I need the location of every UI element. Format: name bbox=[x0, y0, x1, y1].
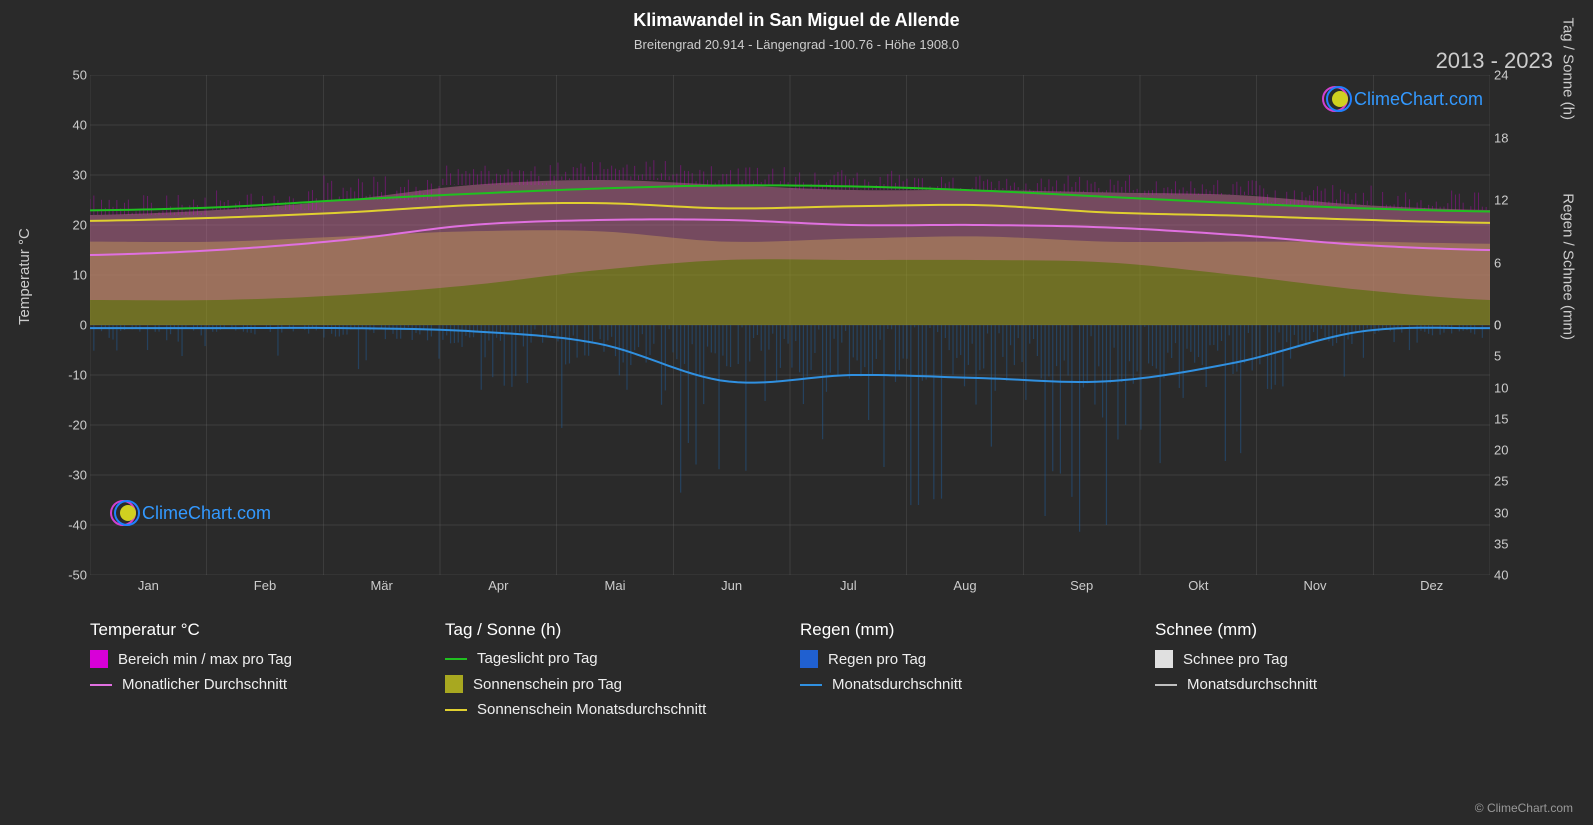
y-axis-right-bottom-label: Regen / Schnee (mm) bbox=[1560, 193, 1577, 340]
x-tick-month: Okt bbox=[1178, 578, 1218, 593]
legend-item: Bereich min / max pro Tag bbox=[90, 650, 425, 668]
brand-logo-top: ClimeChart.com bbox=[1322, 86, 1483, 112]
legend-item: Monatlicher Durchschnitt bbox=[90, 676, 425, 693]
legend-label: Bereich min / max pro Tag bbox=[118, 651, 292, 668]
legend-line-icon bbox=[1155, 684, 1177, 686]
brand-text: ClimeChart.com bbox=[142, 503, 271, 524]
legend-line-icon bbox=[800, 684, 822, 686]
y-tick-right-precip: 40 bbox=[1494, 568, 1534, 583]
y-tick-left: 10 bbox=[47, 268, 87, 283]
x-tick-month: Feb bbox=[245, 578, 285, 593]
legend-line-icon bbox=[445, 658, 467, 660]
y-tick-left: 0 bbox=[47, 318, 87, 333]
legend-item: Sonnenschein pro Tag bbox=[445, 675, 780, 693]
legend-item: Regen pro Tag bbox=[800, 650, 1135, 668]
y-tick-right-precip: 20 bbox=[1494, 443, 1534, 458]
chart-title: Klimawandel in San Miguel de Allende bbox=[0, 0, 1593, 31]
legend-item: Schnee pro Tag bbox=[1155, 650, 1490, 668]
legend-line-icon bbox=[90, 684, 112, 686]
legend: Temperatur °C Bereich min / max pro Tag Mo… bbox=[90, 620, 1490, 726]
y-tick-left: -20 bbox=[47, 418, 87, 433]
y-tick-right-precip: 30 bbox=[1494, 505, 1534, 520]
legend-item: Sonnenschein Monatsdurchschnitt bbox=[445, 701, 780, 718]
legend-group: Temperatur °C Bereich min / max pro Tag Mo… bbox=[90, 620, 425, 726]
legend-label: Monatlicher Durchschnitt bbox=[122, 676, 287, 693]
logo-icon bbox=[110, 500, 136, 526]
chart-subtitle: Breitengrad 20.914 - Längengrad -100.76 … bbox=[0, 31, 1593, 52]
legend-item: Monatsdurchschnitt bbox=[1155, 676, 1490, 693]
y-tick-right-hours: 18 bbox=[1494, 130, 1534, 145]
plot-svg bbox=[90, 75, 1490, 575]
legend-group-title: Temperatur °C bbox=[90, 620, 425, 640]
y-tick-left: 50 bbox=[47, 68, 87, 83]
x-tick-month: Aug bbox=[945, 578, 985, 593]
rain-bars bbox=[94, 325, 1482, 532]
x-tick-month: Mär bbox=[362, 578, 402, 593]
x-tick-month: Dez bbox=[1412, 578, 1452, 593]
legend-label: Tageslicht pro Tag bbox=[477, 650, 598, 667]
y-tick-left: -40 bbox=[47, 518, 87, 533]
legend-line-icon bbox=[445, 709, 467, 711]
legend-label: Monatsdurchschnitt bbox=[1187, 676, 1317, 693]
legend-label: Regen pro Tag bbox=[828, 651, 926, 668]
legend-group-title: Tag / Sonne (h) bbox=[445, 620, 780, 640]
y-tick-right-hours: 6 bbox=[1494, 255, 1534, 270]
y-tick-left: 20 bbox=[47, 218, 87, 233]
legend-label: Schnee pro Tag bbox=[1183, 651, 1288, 668]
legend-group-title: Schnee (mm) bbox=[1155, 620, 1490, 640]
brand-text: ClimeChart.com bbox=[1354, 89, 1483, 110]
legend-group: Schnee (mm) Schnee pro Tag Monatsdurchschn… bbox=[1155, 620, 1490, 726]
legend-label: Sonnenschein Monatsdurchschnitt bbox=[477, 701, 706, 718]
x-tick-month: Mai bbox=[595, 578, 635, 593]
brand-logo-bottom: ClimeChart.com bbox=[110, 500, 271, 526]
y-tick-right-precip: 10 bbox=[1494, 380, 1534, 395]
legend-group-title: Regen (mm) bbox=[800, 620, 1135, 640]
y-tick-right-hours: 24 bbox=[1494, 68, 1534, 83]
legend-swatch-icon bbox=[445, 675, 463, 693]
y-tick-left: -10 bbox=[47, 368, 87, 383]
y-tick-right-precip: 0 bbox=[1494, 318, 1534, 333]
legend-group: Regen (mm) Regen pro Tag Monatsdurchschnit… bbox=[800, 620, 1135, 726]
y-tick-left: -50 bbox=[47, 568, 87, 583]
legend-item: Monatsdurchschnitt bbox=[800, 676, 1135, 693]
legend-item: Tageslicht pro Tag bbox=[445, 650, 780, 667]
x-tick-month: Jan bbox=[128, 578, 168, 593]
x-tick-month: Nov bbox=[1295, 578, 1335, 593]
y-axis-right-top-label: Tag / Sonne (h) bbox=[1560, 17, 1577, 120]
legend-group: Tag / Sonne (h) Tageslicht pro Tag Sonnens… bbox=[445, 620, 780, 726]
legend-swatch-icon bbox=[800, 650, 818, 668]
y-tick-right-precip: 15 bbox=[1494, 411, 1534, 426]
x-tick-month: Jul bbox=[828, 578, 868, 593]
logo-icon bbox=[1322, 86, 1348, 112]
y-axis-left-label: Temperatur °C bbox=[16, 228, 33, 325]
y-tick-right-precip: 25 bbox=[1494, 474, 1534, 489]
y-tick-left: 30 bbox=[47, 168, 87, 183]
y-tick-right-hours: 12 bbox=[1494, 193, 1534, 208]
legend-swatch-icon bbox=[90, 650, 108, 668]
x-tick-month: Sep bbox=[1062, 578, 1102, 593]
y-tick-right-precip: 5 bbox=[1494, 349, 1534, 364]
x-tick-month: Jun bbox=[712, 578, 752, 593]
legend-label: Monatsdurchschnitt bbox=[832, 676, 962, 693]
plot-area bbox=[90, 75, 1490, 575]
y-tick-left: 40 bbox=[47, 118, 87, 133]
legend-label: Sonnenschein pro Tag bbox=[473, 676, 622, 693]
y-tick-right-precip: 35 bbox=[1494, 536, 1534, 551]
climate-chart: Klimawandel in San Miguel de Allende Bre… bbox=[0, 0, 1593, 825]
x-tick-month: Apr bbox=[478, 578, 518, 593]
y-tick-left: -30 bbox=[47, 468, 87, 483]
copyright: © ClimeChart.com bbox=[1475, 801, 1573, 815]
legend-swatch-icon bbox=[1155, 650, 1173, 668]
